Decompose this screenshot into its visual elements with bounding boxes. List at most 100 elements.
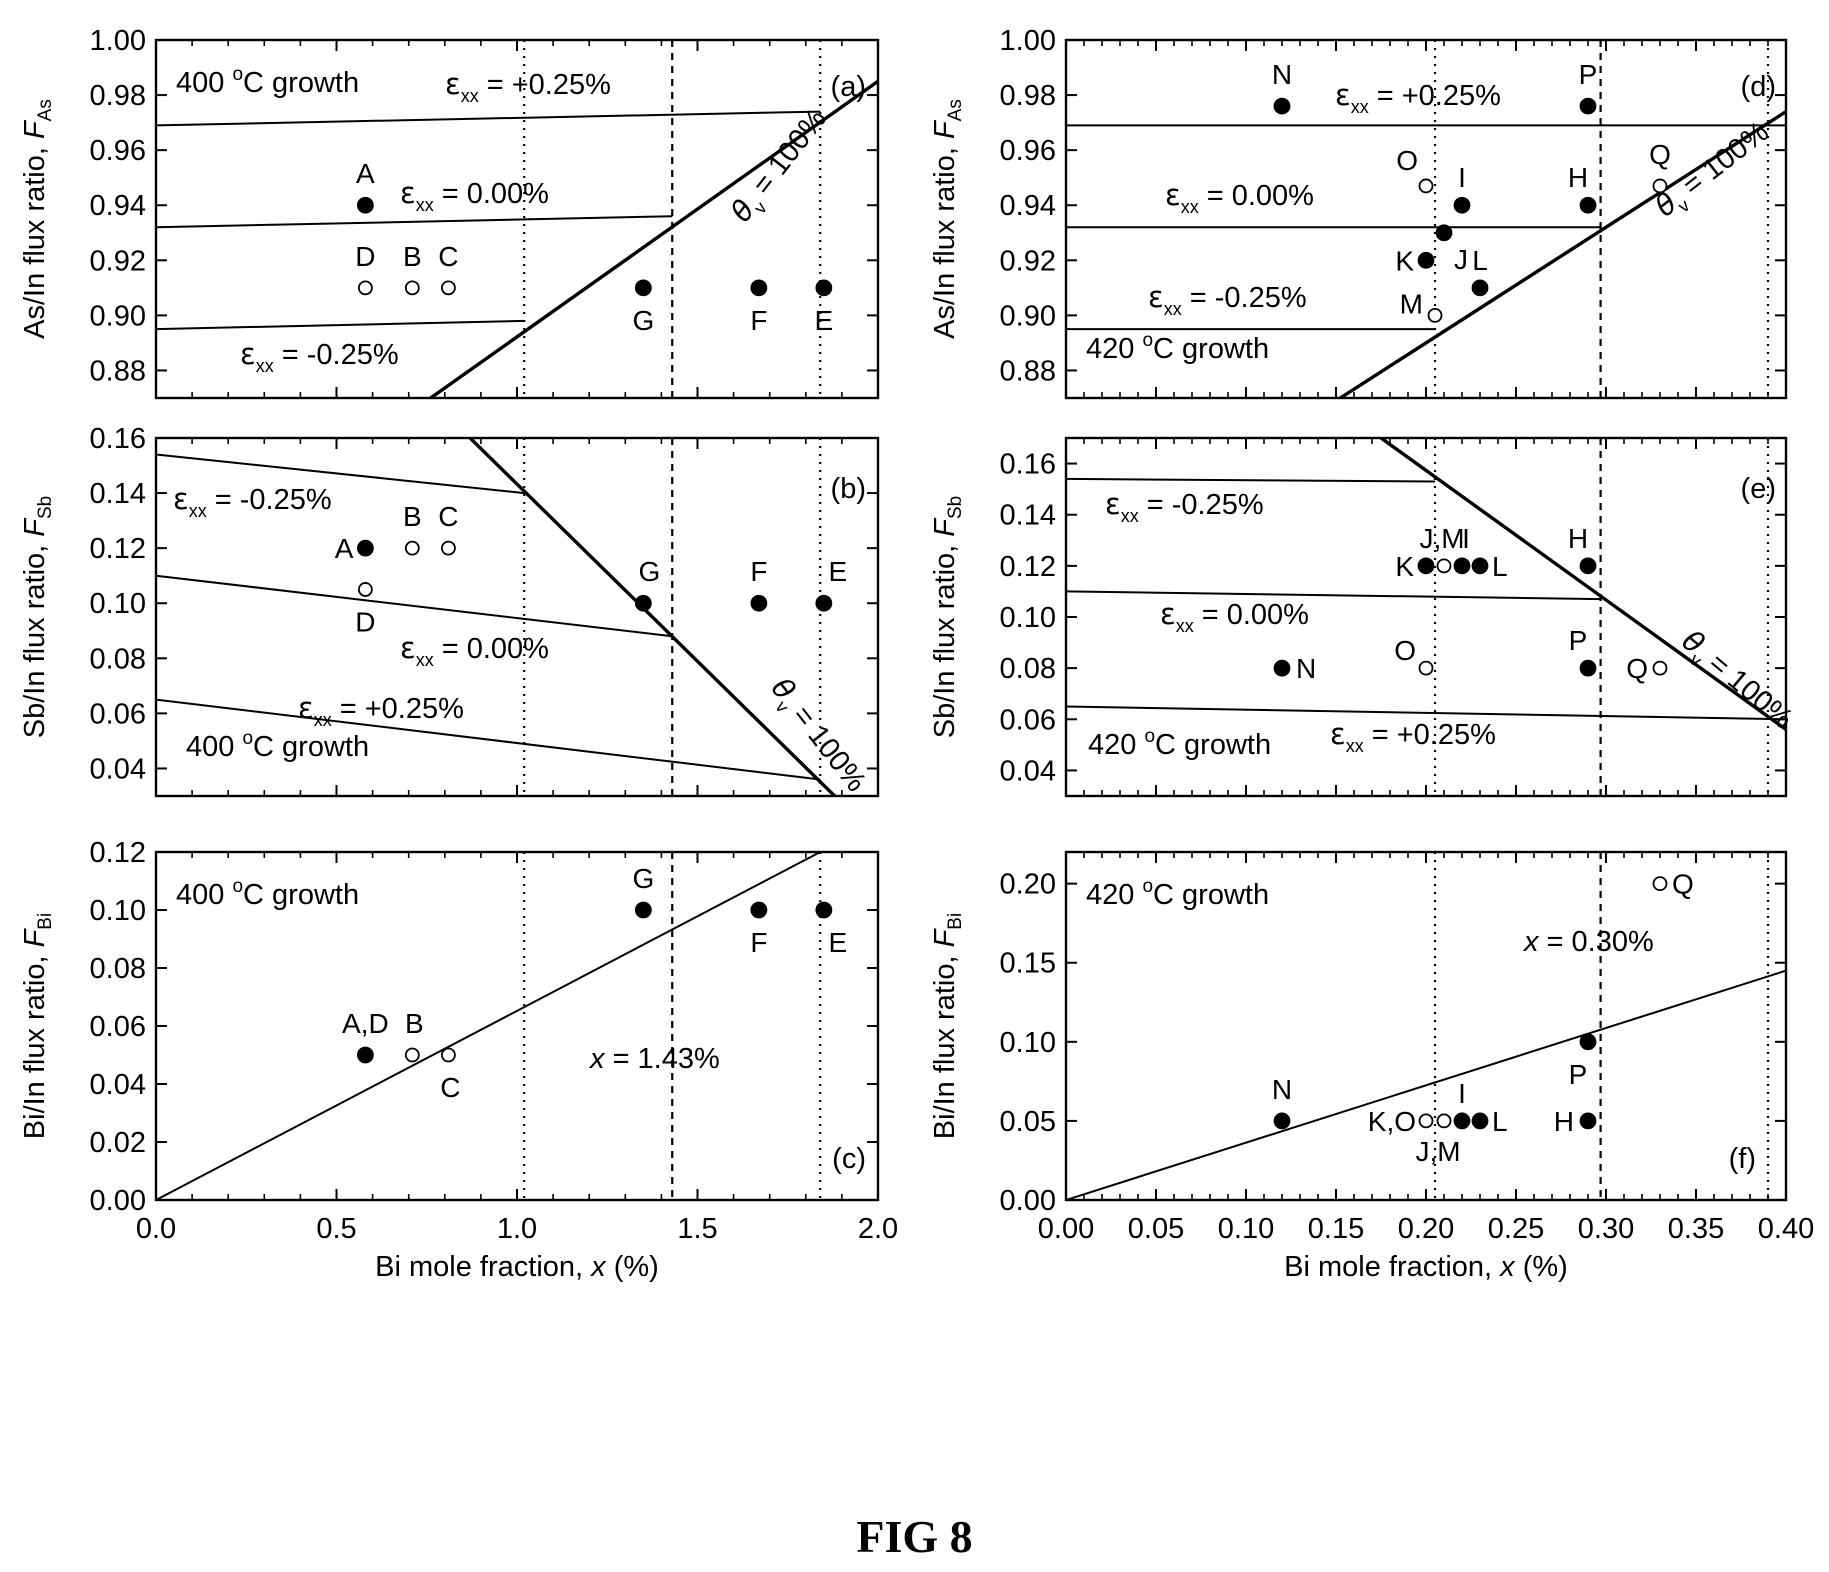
x-tick-label: 0.05 — [1128, 1213, 1184, 1245]
point-label: G — [638, 556, 660, 587]
growth-temperature-label: 400 oC growth — [176, 876, 359, 911]
point-label: B — [403, 501, 422, 532]
y-tick-label: 0.94 — [1000, 190, 1056, 222]
data-point — [1579, 196, 1597, 214]
panel-a: εxx = +0.25% εxx = 0.00% εxx = -0.25% θv = … — [19, 25, 880, 400]
point-label: Q — [1649, 139, 1671, 170]
data-point — [815, 901, 833, 919]
y-tick-label: 0.88 — [1000, 355, 1056, 387]
y-tick-label: 0.90 — [1000, 300, 1056, 332]
growth-temperature-label: 400 oC growth — [176, 64, 359, 99]
data-point — [1652, 178, 1668, 194]
point-label: P — [1569, 1059, 1588, 1090]
point-label: Q — [1626, 653, 1648, 684]
data-point — [356, 196, 374, 214]
series-line — [1066, 969, 1786, 1200]
y-tick-label: 0.15 — [1000, 948, 1056, 980]
series-line — [1337, 110, 1786, 398]
data-point — [1417, 557, 1435, 575]
x-tick-label: 0.5 — [316, 1213, 356, 1245]
y-tick-label: 0.04 — [1000, 755, 1056, 787]
point-label: M — [1400, 288, 1423, 319]
y-axis-label: As/In flux ratio, FAs — [19, 99, 56, 339]
y-tick-label: 0.20 — [1000, 869, 1056, 901]
data-point — [1579, 1033, 1597, 1051]
data-point — [356, 539, 374, 557]
line-label: θv = 100% — [761, 671, 874, 801]
y-tick-label: 0.88 — [90, 355, 146, 387]
y-tick-label: 0.14 — [90, 478, 146, 510]
data-point — [1436, 1113, 1452, 1129]
series-line — [468, 438, 836, 796]
y-tick-label: 0.10 — [1000, 1027, 1056, 1059]
point-label: A — [335, 533, 354, 564]
line-label: εxx = 0.00% — [1165, 178, 1314, 217]
data-point — [1579, 97, 1597, 115]
x-annotation: x = 1.43% — [588, 1043, 720, 1075]
panel-label: (f) — [1729, 1143, 1756, 1175]
y-tick-label: 0.98 — [90, 80, 146, 112]
point-label: F — [750, 305, 767, 336]
data-point — [815, 279, 833, 297]
data-point — [404, 1047, 420, 1063]
y-tick-label: 0.96 — [1000, 135, 1056, 167]
growth-temperature-label: 420 oC growth — [1088, 726, 1271, 761]
panel-label: (b) — [831, 473, 866, 505]
data-point — [1579, 557, 1597, 575]
series-line — [1066, 477, 1436, 483]
data-point — [356, 1046, 374, 1064]
point-label: I — [1458, 1078, 1466, 1109]
series-line — [156, 698, 821, 781]
x-axis-label: Bi mole fraction, x (%) — [375, 1251, 659, 1283]
data-point — [1418, 1113, 1434, 1129]
data-point — [404, 280, 420, 296]
point-label: N — [1272, 59, 1292, 90]
x-tick-label: 0.0 — [136, 1213, 176, 1245]
point-label: L — [1492, 551, 1508, 582]
series-line — [156, 319, 525, 331]
series-line — [156, 453, 525, 495]
y-tick-label: 0.98 — [1000, 80, 1056, 112]
panel-c: 0.0 0.5 1.0 1.5 2.0 0.00 0.02 0.04 0.06 0.08 0.10 0… — [19, 837, 898, 1283]
point-label: G — [632, 863, 654, 894]
y-tick-label: 0.04 — [90, 1069, 146, 1101]
y-tick-label: 0.94 — [90, 190, 146, 222]
data-point — [357, 280, 373, 296]
panel-b: εxx = -0.25% εxx = 0.00% εxx = +0.25% θv = … — [19, 423, 880, 801]
point-label: D — [355, 606, 375, 637]
point-label: C — [438, 241, 458, 272]
y-tick-label: 0.12 — [90, 533, 146, 565]
line-label: εxx = 0.00% — [400, 631, 549, 670]
point-label: B — [403, 241, 422, 272]
data-point — [1579, 659, 1597, 677]
data-point — [1471, 279, 1489, 297]
x-tick-label: 0.00 — [1038, 1213, 1094, 1245]
x-tick-label: 1.5 — [677, 1213, 717, 1245]
x-tick-label: 0.40 — [1758, 1213, 1814, 1245]
y-tick-label: 0.12 — [90, 837, 146, 869]
data-point — [1418, 660, 1434, 676]
panel-f: 0.00 0.05 0.10 0.15 0.20 0.25 0.30 0.35 0.40 0.00… — [929, 850, 1814, 1283]
y-tick-label: 0.96 — [90, 135, 146, 167]
point-label: K — [1395, 245, 1414, 276]
data-point — [1652, 876, 1668, 892]
y-tick-label: 0.06 — [90, 698, 146, 730]
point-label: D — [355, 241, 375, 272]
panel-label: (a) — [831, 71, 866, 103]
growth-temperature-label: 420 oC growth — [1086, 330, 1269, 365]
y-tick-label: 0.00 — [1000, 1185, 1056, 1217]
line-label: θv = 100% — [1672, 623, 1800, 739]
y-axis-label: Sb/In flux ratio, FSb — [19, 496, 56, 738]
panel-label: (d) — [1741, 71, 1776, 103]
data-point — [1273, 97, 1291, 115]
x-tick-label: 0.25 — [1488, 1213, 1544, 1245]
data-point — [1436, 558, 1452, 574]
point-label: Q — [1672, 869, 1694, 900]
point-label: H — [1554, 1106, 1574, 1137]
y-tick-label: 0.16 — [1000, 449, 1056, 481]
y-tick-label: 0.06 — [1000, 704, 1056, 736]
data-point — [1418, 178, 1434, 194]
point-label: K,O — [1368, 1106, 1416, 1137]
line-label: εxx = -0.25% — [240, 337, 399, 376]
growth-temperature-label: 420 oC growth — [1086, 876, 1269, 911]
